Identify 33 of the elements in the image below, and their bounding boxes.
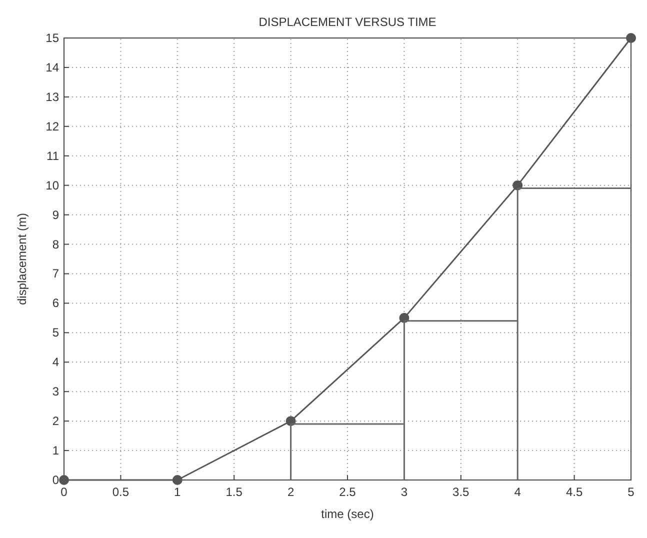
x-tick-label: 5 [628,485,635,499]
x-tick-label: 1 [174,485,182,499]
y-tick-label: 11 [46,148,60,163]
x-tick-label: 3.5 [452,485,470,499]
y-tick-label: 1 [52,444,60,458]
point [59,475,69,485]
chart-title: DISPLACEMENT VERSUS TIME [258,15,436,29]
y-tick-label: 3 [52,384,60,399]
x-tick-label: 2.5 [339,485,356,499]
x-tick-label: 0.5 [112,485,130,499]
x-tick-label: 4.5 [566,485,583,499]
y-tick-label: 2 [52,414,60,428]
y-tick-label: 10 [46,178,60,192]
point [626,33,636,43]
y-tick-label: 6 [52,296,60,310]
y-tick-label: 7 [52,266,60,281]
y-tick-label: 14 [46,60,60,74]
y-tick-label: 4 [52,355,60,370]
y-axis-title: displacement (m) [15,212,29,306]
y-tick-label: 12 [46,119,60,134]
y-tick-label: 15 [46,31,60,45]
x-tick-label: 2 [287,485,294,499]
y-tick-label: 9 [52,208,60,222]
y-tick-label: 5 [52,326,60,340]
x-tick-label: 1.5 [226,485,243,499]
point [172,475,182,485]
x-tick-label: 4 [514,485,522,499]
x-axis-title: time (sec) [321,507,374,521]
x-tick-label: 3 [400,485,408,499]
y-tick-label: 13 [46,90,60,104]
y-tick-label: 8 [52,237,60,252]
x-tick-label: 0 [60,485,68,499]
y-tick-label: 0 [52,473,60,487]
